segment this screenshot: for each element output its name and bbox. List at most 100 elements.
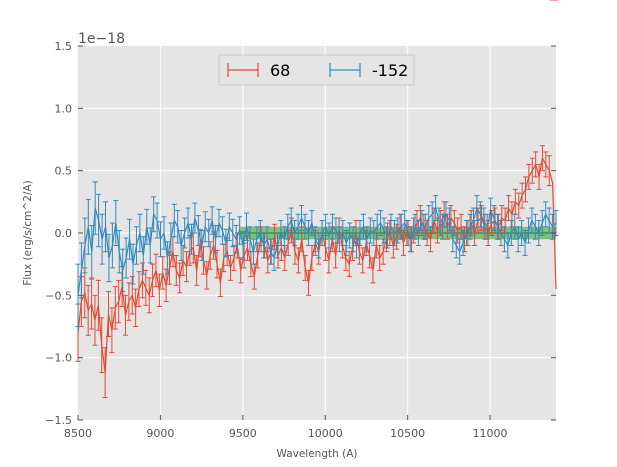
error-bar [264,226,270,253]
error-bar [519,220,525,246]
error-bar [360,247,366,274]
error-bar [378,210,384,236]
error-bar [529,207,535,234]
error-bar [398,213,404,240]
error-bar [409,226,415,253]
error-bar [422,213,428,240]
series-line [77,156,557,373]
error-bar [188,223,194,255]
error-bar [350,234,356,261]
error-bar [446,207,452,234]
error-bar [136,271,142,308]
error-bar [146,277,152,314]
error-bar [371,220,377,246]
x-tick-label: 10000 [308,427,343,440]
error-bar [543,201,549,228]
error-bar [175,210,181,244]
y-tick-label: −1.0 [45,352,72,365]
error-bar [258,226,264,253]
error-bar [113,200,119,246]
error-bar [89,225,95,279]
y-axis-label: Flux (erg/s/cm^2/A) [22,180,34,285]
error-bar [532,213,538,240]
error-bar [213,225,219,254]
error-bar [151,196,157,233]
error-bar [202,211,208,243]
error-bar [543,151,549,178]
error-bar [219,216,225,245]
error-bar [288,207,294,234]
error-bar [168,222,174,256]
error-bar [343,230,349,256]
error-bar [302,254,308,281]
error-bar [495,213,501,240]
error-bar [550,213,556,240]
error-bar [122,294,128,336]
error-bar [546,155,552,187]
error-bar [92,181,98,235]
y-tick-label: −1.5 [45,414,72,427]
error-bar [204,261,210,290]
error-bar [491,205,497,232]
error-bar [377,244,383,271]
error-bar [261,232,267,259]
legend-entry-0: 68 [227,61,290,80]
error-bar [436,207,442,234]
legend-entry-1: -152 [329,61,408,80]
error-bar [238,257,244,284]
error-bar [460,230,466,256]
error-bar [539,210,545,236]
error-bar [154,202,160,239]
error-bar [470,207,476,234]
error-bar [450,226,456,253]
error-bar [553,210,559,236]
error-bar [457,238,463,265]
error-bar [539,145,545,172]
error-bar [82,217,88,274]
error-bar [512,213,518,240]
error-bar [257,220,263,246]
error-bar [515,226,521,253]
error-bar [354,232,360,259]
error-bar [271,244,277,271]
y-tick-label: 1.5 [55,40,73,53]
error-bar [161,216,167,250]
axes: 8500 9000 9500 10000 10500 11000 −1.5 −1.0 −0.5 0… [45,40,556,440]
error-bar [285,213,291,240]
series-1 [75,181,559,327]
error-bar [319,220,325,246]
x-tick-label: 11000 [473,427,508,440]
error-bar [182,217,188,249]
error-bar [440,213,446,240]
error-bar [158,221,164,258]
series-line [77,206,557,296]
error-bar [143,269,149,306]
error-bar [305,220,311,246]
error-bar [177,262,183,294]
error-bar [443,201,449,228]
error-bar [501,226,507,253]
error-bar [509,201,515,228]
error-bar [109,222,115,269]
y-tick-label: 0.0 [55,227,73,240]
error-bar [516,192,522,219]
error-bar [453,232,459,259]
error-bar [106,233,112,283]
error-bar [233,225,239,254]
error-bar [302,213,308,240]
error-bar [130,243,136,285]
error-bar [367,217,373,244]
error-bar [508,220,514,246]
error-bar [89,278,95,330]
error-bar [195,215,201,246]
y-tick-label: 0.5 [55,165,73,178]
error-bar [329,213,335,240]
error-bar [244,212,250,241]
error-bar [340,220,346,246]
error-bar [419,210,425,236]
error-bar [522,230,528,256]
error-bar [316,232,322,259]
error-bar [268,238,274,265]
error-bar [405,220,411,246]
error-bar [171,203,177,238]
